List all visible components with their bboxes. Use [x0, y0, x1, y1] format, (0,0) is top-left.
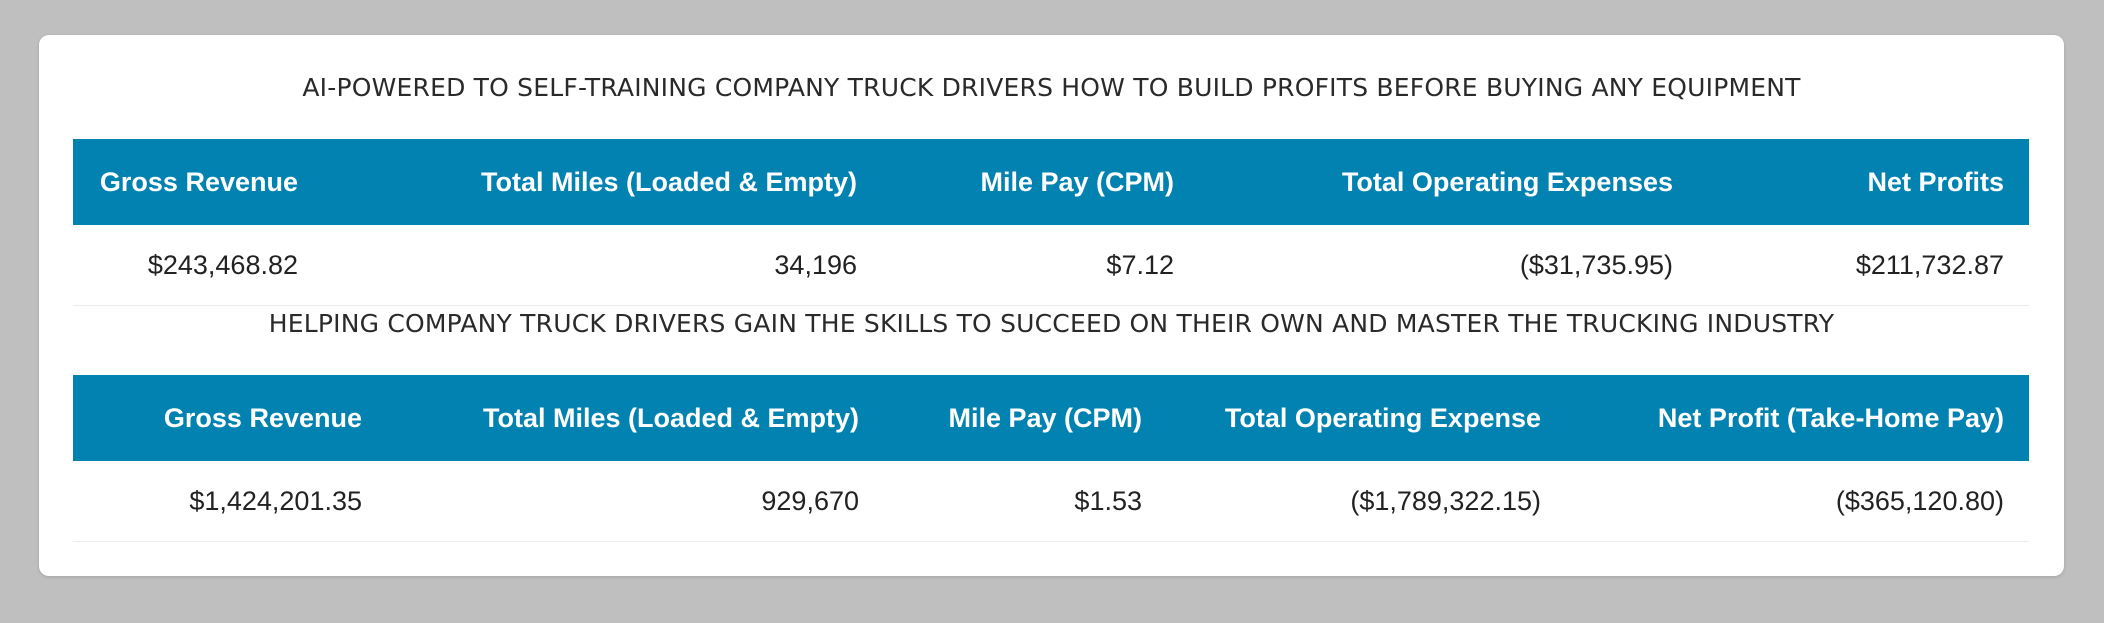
header-total-miles: Total Miles (Loaded & Empty): [480, 167, 857, 197]
header-operating-expense: Total Operating Expense: [1224, 403, 1541, 433]
cell-total-miles: 34,196: [774, 250, 857, 280]
cell-mile-pay: $1.53: [1074, 486, 1142, 516]
cell-operating-expense: ($1,789,322.15): [1350, 486, 1541, 516]
header-operating-expenses: Total Operating Expenses: [1341, 167, 1673, 197]
table-row: $243,468.82 34,196 $7.12 ($31,735.95) $2…: [73, 225, 2029, 306]
table-row: $1,424,201.35 929,670 $1.53 ($1,789,322.…: [73, 461, 2029, 542]
cell-operating-expenses: ($31,735.95): [1519, 250, 1673, 280]
header-mile-pay: Mile Pay (CPM): [980, 167, 1174, 197]
section-title-profits: AI-POWERED TO SELF-TRAINING COMPANY TRUC…: [302, 73, 1801, 102]
cell-mile-pay: $7.12: [1106, 250, 1174, 280]
header-total-miles: Total Miles (Loaded & Empty): [482, 403, 859, 433]
header-net-profit: Net Profit (Take-Home Pay): [1657, 403, 2004, 433]
summary-card: AI-POWERED TO SELF-TRAINING COMPANY TRUC…: [39, 35, 2064, 576]
cell-total-miles: 929,670: [761, 486, 859, 516]
cell-gross-revenue: $243,468.82: [147, 250, 298, 280]
skills-table: Gross Revenue Total Miles (Loaded & Empt…: [73, 375, 2029, 542]
table-header-row: Gross Revenue Total Miles (Loaded & Empt…: [73, 375, 2029, 461]
header-gross-revenue: Gross Revenue: [163, 403, 362, 433]
header-gross-revenue: Gross Revenue: [99, 167, 298, 197]
cell-gross-revenue: $1,424,201.35: [189, 486, 362, 516]
header-net-profits: Net Profits: [1867, 167, 2004, 197]
profits-table: Gross Revenue Total Miles (Loaded & Empt…: [73, 139, 2029, 306]
header-mile-pay: Mile Pay (CPM): [948, 403, 1142, 433]
section-title-skills: HELPING COMPANY TRUCK DRIVERS GAIN THE S…: [268, 309, 1835, 338]
table-header-row: Gross Revenue Total Miles (Loaded & Empt…: [73, 139, 2029, 225]
cell-net-profits: $211,732.87: [1855, 250, 2004, 280]
cell-net-profit: ($365,120.80): [1835, 486, 2004, 516]
